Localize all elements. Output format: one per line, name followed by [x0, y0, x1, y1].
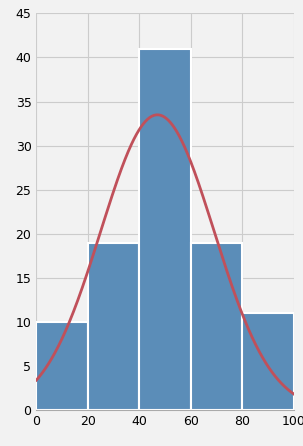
Bar [88, 243, 139, 410]
Bar [242, 313, 294, 410]
Bar [139, 49, 191, 410]
Bar [36, 322, 88, 410]
Bar [191, 243, 242, 410]
